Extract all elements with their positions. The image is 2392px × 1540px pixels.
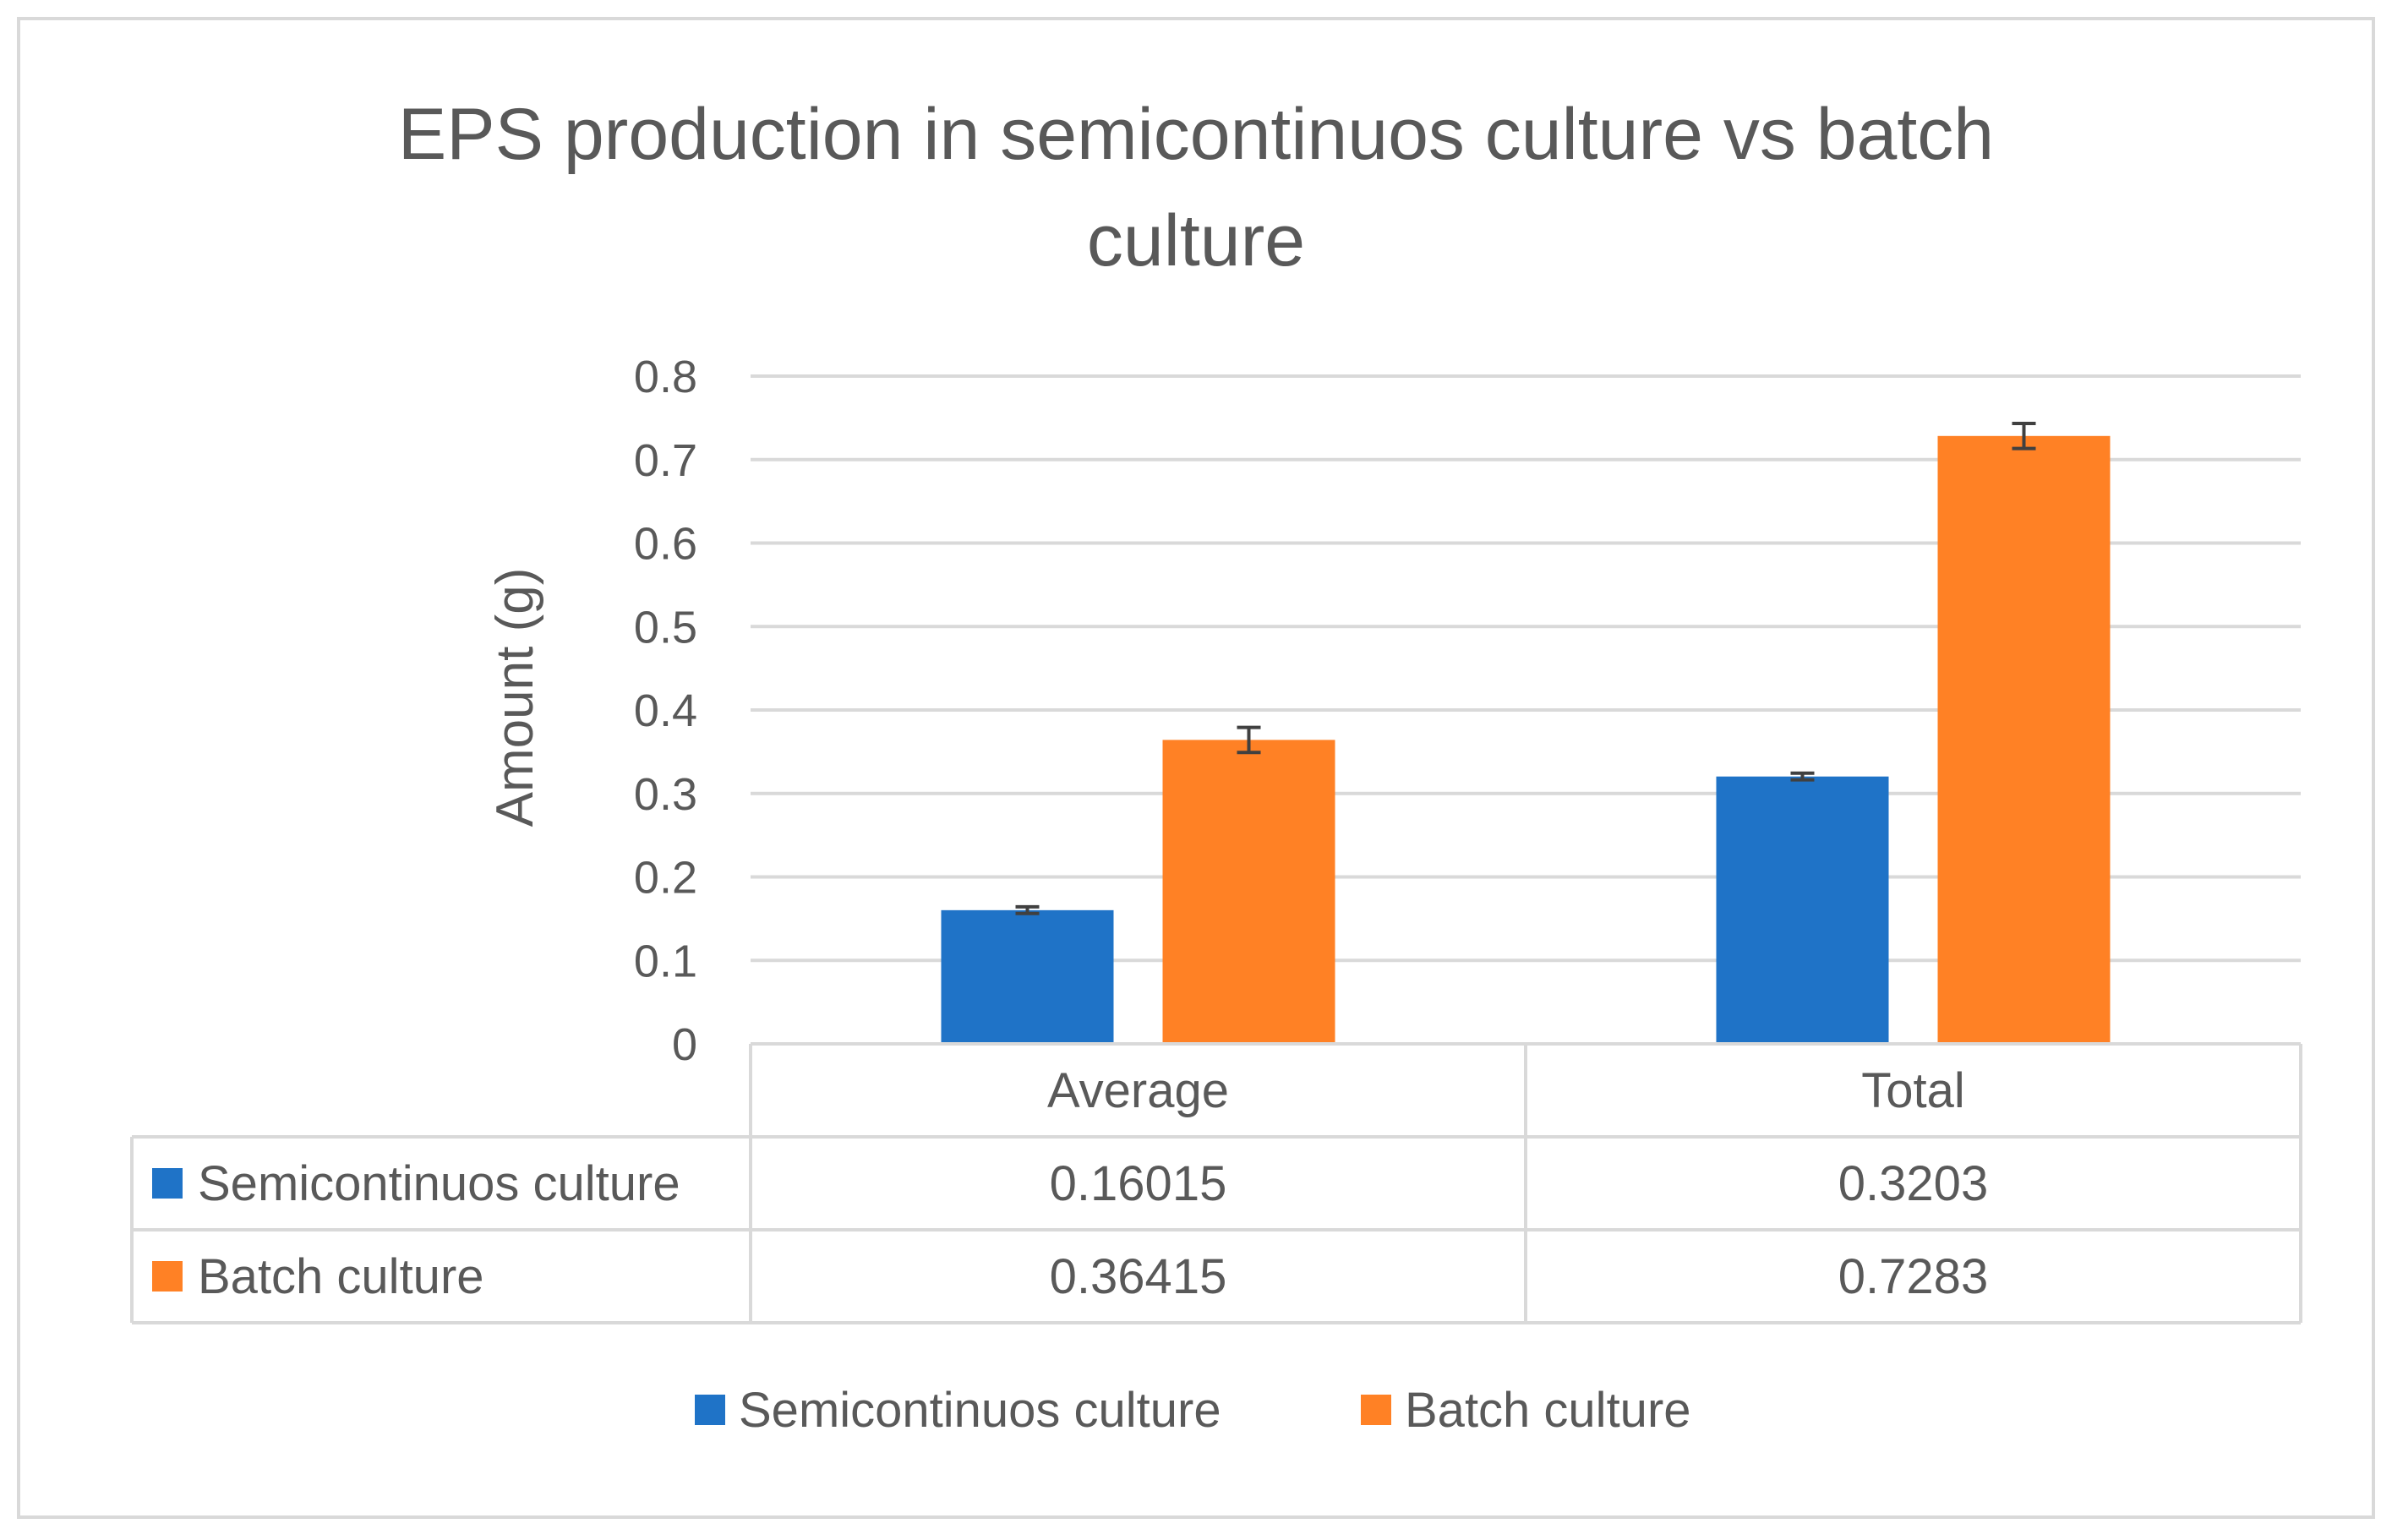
y-axis-title: Amount (g)	[486, 568, 544, 827]
bar-batch-total	[1937, 435, 2111, 1044]
chart-title-line-1: EPS production in semicontinuos culture …	[398, 94, 1994, 175]
legend: Semicontinuos culture Batch culture	[695, 1383, 1691, 1438]
legend-key-batch	[1361, 1395, 1391, 1425]
category-label-total: Total	[1861, 1063, 1965, 1118]
legend-label-batch: Batch culture	[1405, 1383, 1691, 1438]
y-tick-label: 0.4	[634, 685, 697, 736]
y-tick-label: 0.8	[634, 352, 697, 402]
bars	[941, 435, 2111, 1044]
legend-label-semicontinuous: Semicontinuos culture	[739, 1383, 1221, 1438]
y-tick-label: 0.6	[634, 519, 697, 570]
table-value: 0.3203	[1838, 1156, 1988, 1211]
table-legend-key	[152, 1168, 183, 1199]
error-bars	[1015, 421, 2036, 915]
table-value: 0.7283	[1838, 1249, 1988, 1304]
table-legend-key	[152, 1261, 183, 1292]
bar-semicontinuous-average	[941, 909, 1114, 1044]
y-tick-label: 0.1	[634, 936, 697, 986]
legend-key-semicontinuous	[695, 1395, 725, 1425]
table-value: 0.16015	[1050, 1156, 1227, 1211]
bar-semicontinuous-total	[1716, 776, 1889, 1044]
y-tick-label: 0.5	[634, 602, 697, 653]
category-label-average: Average	[1047, 1063, 1229, 1118]
bar-batch-average	[1162, 740, 1335, 1044]
y-tick-label: 0	[672, 1019, 697, 1070]
table-value: 0.36415	[1050, 1249, 1227, 1304]
data-table: Average Total Semicontinuos culture 0.16015…	[130, 1042, 2302, 1324]
table-series-name: Batch culture	[198, 1249, 484, 1304]
chart-title-line-2: culture	[1087, 200, 1305, 281]
y-axis-ticks: 0 0.1 0.2 0.3 0.4 0.5 0.6 0.7 0.8	[634, 352, 697, 1070]
y-tick-label: 0.7	[634, 435, 697, 486]
y-tick-label: 0.3	[634, 769, 697, 820]
table-series-name: Semicontinuos culture	[198, 1156, 680, 1211]
y-tick-label: 0.2	[634, 853, 697, 904]
